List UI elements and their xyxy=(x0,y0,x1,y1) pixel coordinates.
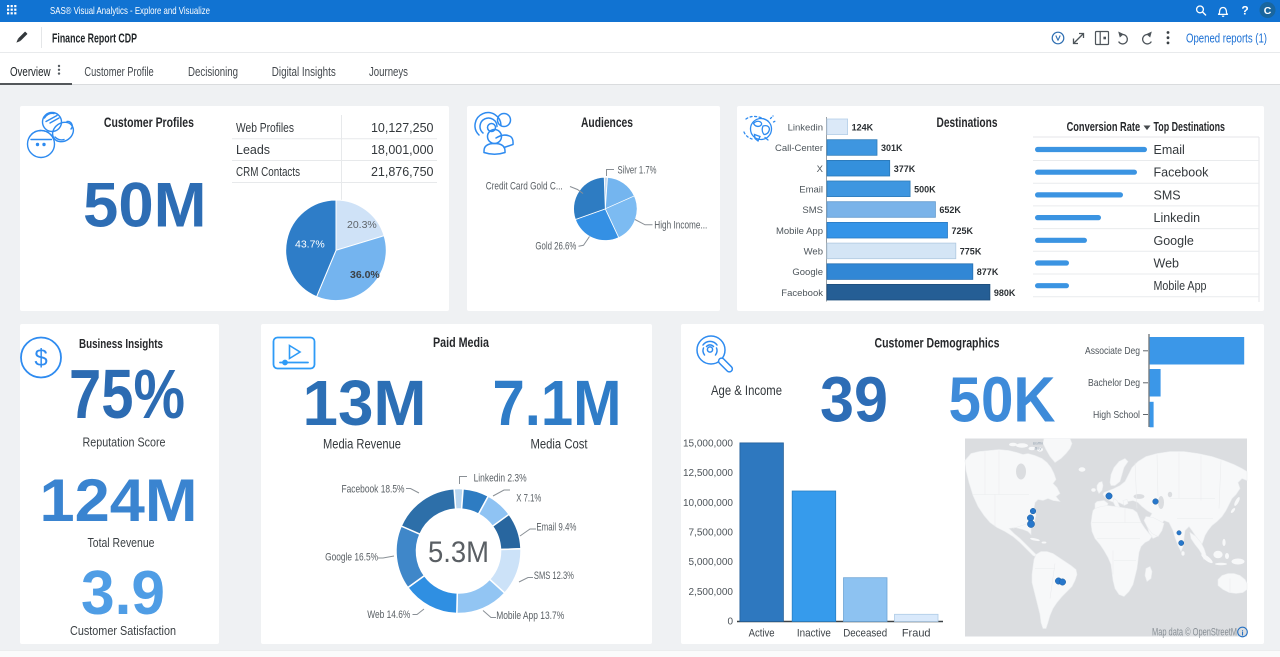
svg-text:980K: 980K xyxy=(994,288,1016,298)
svg-text:10,000,000: 10,000,000 xyxy=(683,497,733,508)
svg-text:3.9: 3.9 xyxy=(81,559,165,628)
svg-text:Customer Satisfaction: Customer Satisfaction xyxy=(70,623,176,638)
svg-text:Destinations: Destinations xyxy=(937,115,998,130)
svg-text:Facebook: Facebook xyxy=(781,288,823,299)
svg-text:Silver 1.7%: Silver 1.7% xyxy=(618,165,657,177)
svg-text:Mobile App: Mobile App xyxy=(1154,279,1207,293)
svg-text:Facebook 18.5%: Facebook 18.5% xyxy=(342,483,405,495)
svg-text:Active: Active xyxy=(749,627,775,639)
svg-text:21,876,750: 21,876,750 xyxy=(371,165,434,179)
svg-text:36.0%: 36.0% xyxy=(350,269,380,281)
svg-text:X: X xyxy=(817,164,824,175)
svg-text:SMS 12.3%: SMS 12.3% xyxy=(534,570,574,582)
svg-text:i: i xyxy=(1241,628,1243,637)
svg-text:Call-Center: Call-Center xyxy=(775,143,823,154)
svg-text:Baffin: Baffin xyxy=(1033,440,1044,445)
svg-text:Linkedin 2.3%: Linkedin 2.3% xyxy=(474,472,527,484)
svg-text:Paid Media: Paid Media xyxy=(433,335,489,350)
svg-text:Conversion Rate: Conversion Rate xyxy=(1067,120,1141,134)
svg-text:7,500,000: 7,500,000 xyxy=(689,527,734,538)
svg-text:725K: 725K xyxy=(952,226,974,236)
svg-text:SMS: SMS xyxy=(802,205,823,216)
svg-text:377K: 377K xyxy=(894,164,916,174)
svg-text:Email: Email xyxy=(799,184,823,195)
svg-text:Linkedin: Linkedin xyxy=(1154,211,1201,225)
svg-text:Age & Income: Age & Income xyxy=(711,382,782,398)
svg-text:Mobile App 13.7%: Mobile App 13.7% xyxy=(496,610,564,622)
svg-text:0: 0 xyxy=(727,616,733,627)
svg-text:Media Revenue: Media Revenue xyxy=(323,436,401,451)
svg-text:652K: 652K xyxy=(939,205,961,215)
svg-text:39: 39 xyxy=(820,363,888,435)
svg-text:775K: 775K xyxy=(960,247,982,257)
svg-text:Bay: Bay xyxy=(1035,445,1043,450)
svg-text:Finance Report CDP: Finance Report CDP xyxy=(52,31,137,46)
svg-text:Fraud: Fraud xyxy=(902,627,931,639)
svg-text:Decisioning: Decisioning xyxy=(188,65,238,79)
svg-text:301K: 301K xyxy=(881,143,903,153)
svg-text:Opened reports (1): Opened reports (1) xyxy=(1186,31,1267,45)
svg-text:877K: 877K xyxy=(977,267,999,277)
svg-text:X 7.1%: X 7.1% xyxy=(516,492,541,504)
svg-text:Audiences: Audiences xyxy=(581,115,633,130)
svg-text:Google: Google xyxy=(1154,234,1194,248)
svg-text:50M: 50M xyxy=(83,171,207,241)
svg-text:Digital Insights: Digital Insights xyxy=(272,65,336,79)
svg-text:5,000,000: 5,000,000 xyxy=(689,557,734,568)
svg-text:124M: 124M xyxy=(40,467,198,534)
svg-text:C: C xyxy=(1264,5,1272,17)
svg-text:$: $ xyxy=(34,345,47,372)
svg-text:Inactive: Inactive xyxy=(797,627,831,639)
svg-text:?: ? xyxy=(1241,4,1248,18)
svg-text:Google 16.5%: Google 16.5% xyxy=(325,551,378,563)
svg-text:13M: 13M xyxy=(303,367,427,439)
svg-text:Customer Profiles: Customer Profiles xyxy=(104,115,194,130)
svg-text:Email 9.4%: Email 9.4% xyxy=(536,521,576,533)
svg-text:20.3%: 20.3% xyxy=(347,219,377,231)
svg-text:500K: 500K xyxy=(914,184,936,194)
svg-text:43.7%: 43.7% xyxy=(295,239,325,251)
svg-text:High School: High School xyxy=(1093,409,1140,421)
svg-text:Gold 26.6%: Gold 26.6% xyxy=(535,241,576,253)
svg-text:Email: Email xyxy=(1154,143,1185,157)
svg-text:Web Profiles: Web Profiles xyxy=(236,121,294,135)
svg-text:Customer Profile: Customer Profile xyxy=(84,65,153,79)
svg-text:Web: Web xyxy=(1154,257,1180,271)
svg-text:Business Insights: Business Insights xyxy=(79,337,163,351)
svg-text:Bachelor Deg: Bachelor Deg xyxy=(1088,377,1140,389)
svg-text:SMS: SMS xyxy=(1154,188,1181,202)
svg-text:12,500,000: 12,500,000 xyxy=(683,468,733,479)
svg-text:Customer Demographics: Customer Demographics xyxy=(875,335,1000,350)
svg-text:18,001,000: 18,001,000 xyxy=(371,143,434,157)
svg-text:Facebook: Facebook xyxy=(1154,166,1210,180)
svg-text:10,127,250: 10,127,250 xyxy=(371,121,434,135)
svg-text:75%: 75% xyxy=(69,355,185,433)
svg-text:Reputation Score: Reputation Score xyxy=(83,434,166,449)
svg-text:Total Revenue: Total Revenue xyxy=(88,535,155,550)
svg-text:CRM Contacts: CRM Contacts xyxy=(236,165,300,179)
svg-text:Map data © OpenStreetM: Map data © OpenStreetM xyxy=(1152,626,1237,638)
svg-text:Associate Deg: Associate Deg xyxy=(1085,345,1140,357)
svg-text:Overview: Overview xyxy=(10,65,51,79)
svg-text:124K: 124K xyxy=(852,122,874,132)
svg-text:Web 14.6%: Web 14.6% xyxy=(367,609,410,621)
svg-text:Linkedin: Linkedin xyxy=(788,122,823,133)
svg-text:Media Cost: Media Cost xyxy=(531,436,588,451)
svg-text:Google: Google xyxy=(792,267,823,278)
svg-text:5.3M: 5.3M xyxy=(428,536,489,569)
svg-text:Mobile App: Mobile App xyxy=(776,226,823,237)
svg-text:15,000,000: 15,000,000 xyxy=(683,438,733,449)
svg-text:Credit Card Gold C...: Credit Card Gold C... xyxy=(486,181,563,193)
svg-text:7.1M: 7.1M xyxy=(493,367,622,439)
svg-text:Web: Web xyxy=(804,247,823,258)
svg-text:2,500,000: 2,500,000 xyxy=(689,586,734,597)
svg-text:Leads: Leads xyxy=(236,143,270,157)
svg-text:Deceased: Deceased xyxy=(843,627,887,639)
svg-text:SAS® Visual Analytics - Explor: SAS® Visual Analytics - Explore and Visu… xyxy=(50,5,210,17)
svg-text:50K: 50K xyxy=(949,363,1056,435)
svg-text:High Income...: High Income... xyxy=(654,220,707,232)
svg-text:Top Destinations: Top Destinations xyxy=(1154,120,1226,134)
svg-text:Journeys: Journeys xyxy=(369,65,408,79)
